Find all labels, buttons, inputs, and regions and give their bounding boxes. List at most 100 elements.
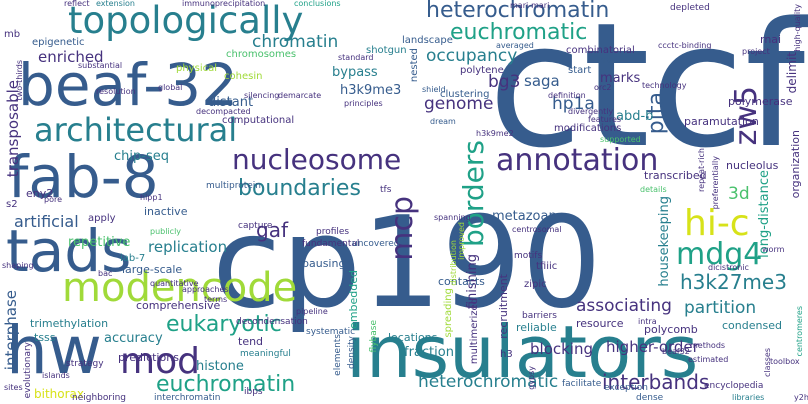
word-mod: mod xyxy=(120,341,200,382)
word-neighboring: neighboring xyxy=(72,393,126,403)
word-centromeres: centromeres xyxy=(795,306,804,357)
word-locations: locations xyxy=(388,331,438,344)
word-pausing: pausing xyxy=(302,257,346,270)
word-spanning: spanning xyxy=(434,213,471,222)
word-genome: genome xyxy=(424,94,494,114)
word-beaf-32: beaf-32 xyxy=(18,51,239,119)
word-comprehensive: comprehensive xyxy=(136,299,221,312)
word-zipic: zipic xyxy=(524,279,547,290)
word-eukaryotic: eukaryotic xyxy=(166,312,282,337)
word-rnai: rnai xyxy=(760,33,782,46)
word-gaf: gaf xyxy=(256,218,288,242)
word-ibps: ibps xyxy=(244,387,263,397)
word-beaf32: beaf32 xyxy=(662,347,690,356)
word-elements: elements xyxy=(333,334,343,376)
word-details: details xyxy=(640,185,667,194)
word-profiles: profiles xyxy=(316,227,350,237)
word-cp190: cp190 xyxy=(212,189,602,336)
word-shaping: shaping xyxy=(2,261,34,270)
word-barriers: barriers xyxy=(522,311,557,321)
word-approaches: approaches xyxy=(182,285,229,294)
word-methods: methods xyxy=(690,341,726,350)
word-mcp: mcp xyxy=(385,196,420,261)
word-annotation: annotation xyxy=(496,143,659,178)
word-s2: s2 xyxy=(6,199,18,210)
word-worm: worm xyxy=(762,245,785,254)
word-marks: marks xyxy=(600,71,641,86)
word-tfiiic: tfiiic xyxy=(536,261,558,272)
word-pore: pore xyxy=(44,195,63,204)
word-hipp1: hipp1 xyxy=(140,193,163,202)
word-reliable: reliable xyxy=(516,321,557,334)
word-blocking: blocking xyxy=(530,340,593,358)
word-transcribed: transcribed xyxy=(644,169,707,182)
word-hw: hw xyxy=(6,312,102,389)
word-interchromatin: interchromatin xyxy=(154,393,221,403)
word-h3k9me2: h3k9me2 xyxy=(476,129,514,138)
word-systematic: systematic xyxy=(306,327,356,337)
word-apply: apply xyxy=(88,213,116,224)
word-artificial: artificial xyxy=(14,212,79,231)
word-features: features xyxy=(588,115,622,124)
word-centrosomal: centrosomal xyxy=(512,225,562,234)
word-curation: curation xyxy=(380,299,418,309)
word-high-quality: high-quality xyxy=(793,4,802,52)
word-decompacted: decompacted xyxy=(196,107,251,116)
word-organization: organization xyxy=(789,130,802,199)
word-eny2: eny2 xyxy=(26,187,54,200)
word-supported: supported xyxy=(600,135,641,144)
word-exception: exception xyxy=(604,383,648,393)
word-facilitate: facilitate xyxy=(562,379,602,389)
word-demarcate: demarcate xyxy=(278,91,322,100)
word-bithorax: bithorax xyxy=(34,387,84,401)
word-large-scale: large-scale xyxy=(122,263,183,276)
word-extension: extension xyxy=(96,0,135,8)
word-predictions: predictions xyxy=(118,351,179,364)
word-hi-c: hi-c xyxy=(684,203,750,244)
word-distant: distant xyxy=(208,95,254,110)
word-y2h: y2h xyxy=(794,393,808,402)
word-paramutation: paramutation xyxy=(684,115,759,128)
word-partition: partition xyxy=(684,298,757,318)
word-tads: tads xyxy=(6,217,132,285)
word-iab-7: iab-7 xyxy=(120,253,146,264)
word-capture: capture xyxy=(238,221,273,231)
word-flybase: flybase xyxy=(369,320,379,353)
word-principles: principles xyxy=(344,99,383,108)
word-repeat-rich: repeat-rich xyxy=(697,148,706,192)
word-replication: replication xyxy=(148,238,228,256)
word-intra: intra xyxy=(638,317,657,326)
word-interbands: interbands xyxy=(602,370,710,394)
word-strategy: strategy xyxy=(66,359,104,369)
word-contacts: contacts xyxy=(438,275,485,288)
word-computational: computational xyxy=(222,115,295,126)
word-occupancy: occupancy xyxy=(426,46,518,66)
word-density: density xyxy=(347,336,357,369)
word-improved: improved xyxy=(457,222,466,260)
word-immunoprecipitation: immunoprecipitation xyxy=(182,0,266,8)
word-enriched: enriched xyxy=(38,48,104,66)
word-accuracy: accuracy xyxy=(104,331,163,346)
word-mdg4: mdg4 xyxy=(676,237,763,272)
word-condensed: condensed xyxy=(722,319,782,332)
word-estimated: estimated xyxy=(688,355,729,364)
word-substantial: substantial xyxy=(78,61,123,70)
word-nested: nested xyxy=(409,48,420,83)
word-heterochromatic: heterochromatic xyxy=(418,372,559,392)
word-chromosomes: chromosomes xyxy=(226,49,297,60)
word-terms: terms xyxy=(204,295,228,304)
word-h3k9me3: h3k9me3 xyxy=(340,83,402,98)
word-resolution: resolution xyxy=(96,87,136,96)
word-fundamental: fundamental xyxy=(302,239,360,249)
word-h3: h3 xyxy=(500,349,513,360)
word-map: map xyxy=(596,55,619,66)
word-polycomb: polycomb xyxy=(644,323,698,336)
word-euchromatin: euchromatin xyxy=(156,372,296,397)
word-nucleosome: nucleosome xyxy=(232,143,402,176)
word-fab-8: fab-8 xyxy=(8,143,159,211)
word-associating: associating xyxy=(576,296,672,316)
word-conclusions: conclusions xyxy=(294,0,341,8)
word-two-thirds: two-thirds xyxy=(15,60,24,101)
word-meaningful: meaningful xyxy=(240,349,291,359)
word-physical: physical xyxy=(176,63,217,74)
